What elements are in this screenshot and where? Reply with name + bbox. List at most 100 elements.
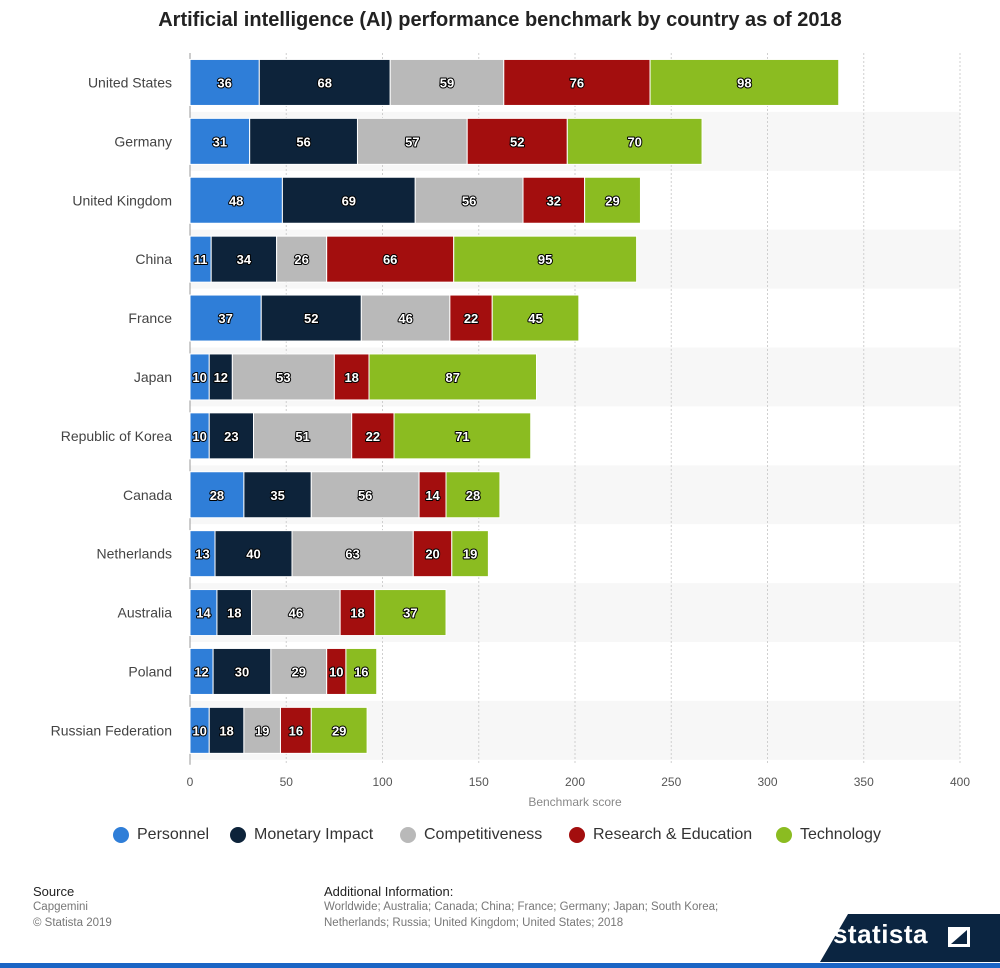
bar-segment[interactable] xyxy=(449,294,493,342)
bar-segment[interactable] xyxy=(189,471,245,519)
legend-item-monetary-impact[interactable]: Monetary Impact xyxy=(230,822,373,848)
data-label: 46 xyxy=(289,606,303,621)
bar-segment[interactable] xyxy=(374,589,447,637)
bar-segment[interactable] xyxy=(453,235,638,283)
bar-segment[interactable] xyxy=(249,117,358,165)
bar-segment[interactable] xyxy=(451,530,489,578)
source-heading: Source xyxy=(33,884,75,899)
data-label: 10 xyxy=(192,370,206,385)
bar-segment[interactable] xyxy=(466,117,568,165)
bar-segment[interactable] xyxy=(208,412,255,460)
data-label: 52 xyxy=(304,311,318,326)
bar-segment[interactable] xyxy=(253,412,353,460)
bar-segment[interactable] xyxy=(270,647,328,695)
category-label: United States xyxy=(88,74,172,90)
bar-segment[interactable] xyxy=(189,530,216,578)
data-label: 30 xyxy=(235,664,249,679)
data-label: 16 xyxy=(354,664,368,679)
category-labels: United States Germany United Kingdom China F… xyxy=(51,74,173,738)
bar-segment[interactable] xyxy=(260,294,362,342)
bar-segment[interactable] xyxy=(584,176,641,224)
source-name[interactable]: Capgemini xyxy=(33,901,88,913)
data-label: 48 xyxy=(229,193,243,208)
data-label: 22 xyxy=(366,429,380,444)
data-label: 20 xyxy=(425,547,439,562)
bar-segment[interactable] xyxy=(393,412,532,460)
bar-segment[interactable] xyxy=(189,117,251,165)
bar-segment[interactable] xyxy=(276,235,328,283)
legend-item-competitiveness[interactable]: Competitiveness xyxy=(400,822,542,848)
data-label: 18 xyxy=(350,606,364,621)
category-label: Poland xyxy=(128,663,172,679)
bar-segment[interactable] xyxy=(356,117,468,165)
bar-segment[interactable] xyxy=(445,471,501,519)
data-label: 12 xyxy=(194,664,208,679)
bar-segment[interactable] xyxy=(251,589,341,637)
bar-segment[interactable] xyxy=(566,117,703,165)
statista-logo-icon[interactable] xyxy=(948,927,970,947)
x-tick-label: 350 xyxy=(854,775,874,789)
data-label: 36 xyxy=(217,75,231,90)
data-label: 19 xyxy=(255,723,269,738)
bar-segment[interactable] xyxy=(326,235,455,283)
data-label: 12 xyxy=(214,370,228,385)
data-label: 53 xyxy=(276,370,290,385)
x-tick-label: 50 xyxy=(280,775,294,789)
bar-segment[interactable] xyxy=(216,589,253,637)
bar-segment[interactable] xyxy=(310,706,368,754)
data-label: 10 xyxy=(192,723,206,738)
category-label: Republic of Korea xyxy=(61,428,173,444)
bar-segment[interactable] xyxy=(522,176,586,224)
bar-segment[interactable] xyxy=(345,647,378,695)
legend-label: Research & Education xyxy=(593,826,753,843)
brand-banner xyxy=(820,914,1000,962)
bar-segment[interactable] xyxy=(258,58,391,106)
legend-dot-icon xyxy=(400,827,416,843)
bar-segment[interactable] xyxy=(339,589,376,637)
data-label: 22 xyxy=(464,311,478,326)
data-label: 34 xyxy=(237,252,252,267)
bar-segment[interactable] xyxy=(389,58,505,106)
bar-segment[interactable] xyxy=(291,530,414,578)
x-tick-label: 400 xyxy=(950,775,970,789)
bar-segment[interactable] xyxy=(333,353,370,401)
data-label: 56 xyxy=(358,488,372,503)
bar-segment[interactable] xyxy=(649,58,840,106)
legend-item-technology[interactable]: Technology xyxy=(776,822,881,848)
copyright: © Statista 2019 xyxy=(33,917,112,929)
bar-segment[interactable] xyxy=(414,176,524,224)
bar-segment[interactable] xyxy=(360,294,451,342)
bar-segment[interactable] xyxy=(212,647,272,695)
data-label: 29 xyxy=(332,723,346,738)
bar-segment[interactable] xyxy=(310,471,420,519)
data-label: 29 xyxy=(292,664,306,679)
data-label: 71 xyxy=(455,429,469,444)
legend-label: Technology xyxy=(800,826,881,843)
category-label: Russian Federation xyxy=(51,722,172,738)
category-label: Japan xyxy=(134,369,172,385)
bar-segment[interactable] xyxy=(208,706,245,754)
gridlines xyxy=(189,53,961,765)
bar-segment[interactable] xyxy=(491,294,580,342)
bar-segment[interactable] xyxy=(418,471,447,519)
legend-label: Personnel xyxy=(137,826,210,843)
data-label: 51 xyxy=(295,429,309,444)
x-tick-label: 300 xyxy=(757,775,777,789)
data-label: 56 xyxy=(462,193,476,208)
bottom-accent-bar xyxy=(0,963,1000,968)
bar-segment[interactable] xyxy=(503,58,651,106)
bar-segment[interactable] xyxy=(189,58,260,106)
legend-item-research-education[interactable]: Research & Education xyxy=(569,822,752,848)
bar-segment[interactable] xyxy=(231,353,335,401)
category-label: Australia xyxy=(118,605,173,621)
data-label: 56 xyxy=(296,134,310,149)
bar-segment[interactable] xyxy=(189,294,262,342)
bar-segment[interactable] xyxy=(412,530,453,578)
statista-logo-text[interactable]: statista xyxy=(832,919,928,949)
bar-segment[interactable] xyxy=(214,530,293,578)
bar-segment[interactable] xyxy=(368,353,537,401)
legend-item-personnel[interactable]: Personnel xyxy=(113,822,209,848)
data-label: 23 xyxy=(224,429,238,444)
bar-segment[interactable] xyxy=(279,706,312,754)
bar-segment[interactable] xyxy=(189,589,218,637)
